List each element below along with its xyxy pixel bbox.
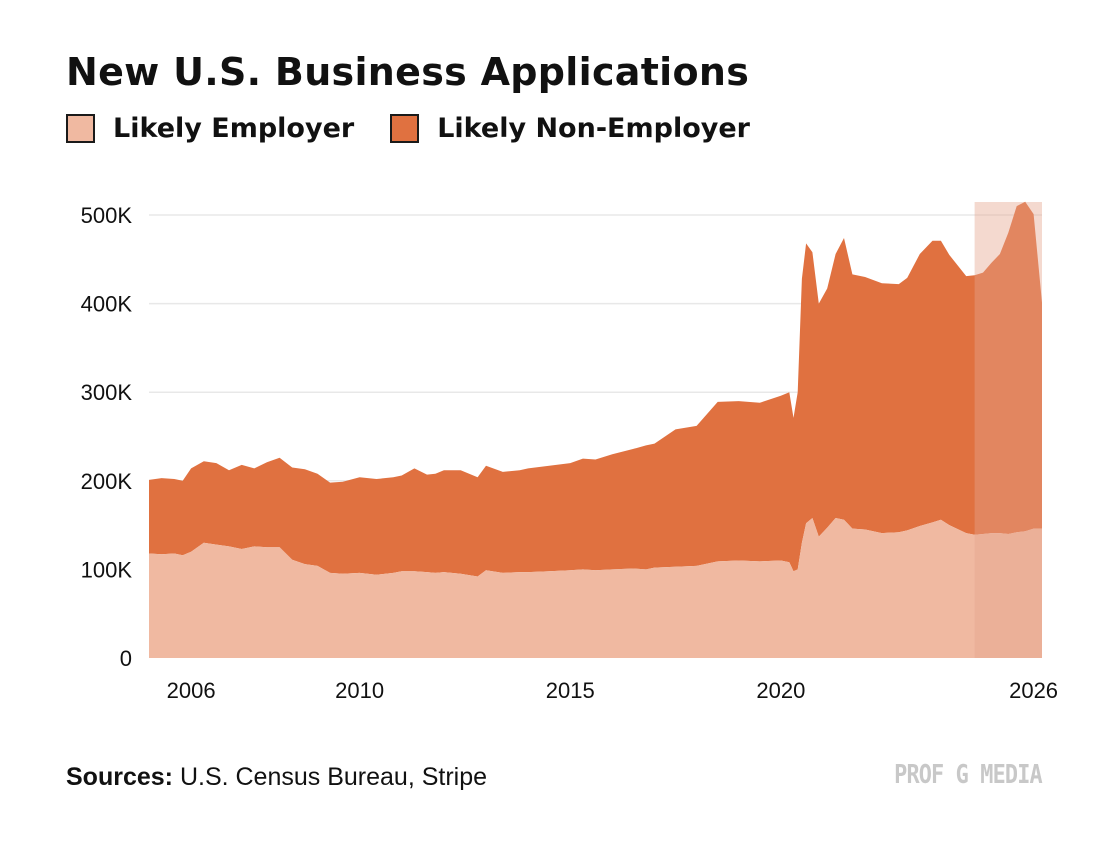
- chart-areas: [149, 201, 1042, 658]
- legend-swatch-likely-employer: [66, 113, 95, 143]
- source-text: U.S. Census Bureau, Stripe: [179, 763, 488, 791]
- legend-item-likely-employer: Likely Employer: [66, 113, 354, 144]
- y-tick-label: 500K: [81, 203, 133, 228]
- area-likely-employer: [149, 518, 1042, 658]
- area-likely-non-employer: [149, 201, 1042, 577]
- highlight-band: [974, 202, 1042, 658]
- legend-item-likely-non-employer: Likely Non-Employer: [390, 113, 750, 144]
- chart-title: New U.S. Business Applications: [66, 50, 750, 94]
- x-axis: 2006 2010 2015 2020 2026: [167, 678, 1058, 703]
- x-tick-label: 2026: [1009, 678, 1058, 703]
- y-tick-label: 200K: [81, 469, 133, 494]
- source-note: Sources: U.S. Census Bureau, Stripe: [66, 763, 487, 792]
- x-tick-label: 2020: [756, 678, 805, 703]
- x-tick-label: 2015: [546, 678, 595, 703]
- brand-logo: PROF G MEDIA: [894, 760, 1043, 790]
- y-tick-label: 100K: [81, 557, 133, 582]
- legend-label-likely-non-employer: Likely Non-Employer: [437, 112, 750, 144]
- y-tick-label: 400K: [81, 292, 133, 317]
- y-tick-label: 0: [120, 646, 132, 671]
- y-axis: 0 100K 200K 300K 400K 500K: [81, 203, 133, 671]
- x-tick-label: 2006: [167, 678, 216, 703]
- source-label: Sources:: [66, 763, 173, 791]
- x-tick-label: 2010: [335, 678, 384, 703]
- legend-label-likely-employer: Likely Employer: [113, 112, 355, 144]
- legend: Likely Employer Likely Non-Employer: [66, 111, 786, 145]
- legend-swatch-likely-non-employer: [390, 113, 420, 143]
- y-tick-label: 300K: [81, 380, 133, 405]
